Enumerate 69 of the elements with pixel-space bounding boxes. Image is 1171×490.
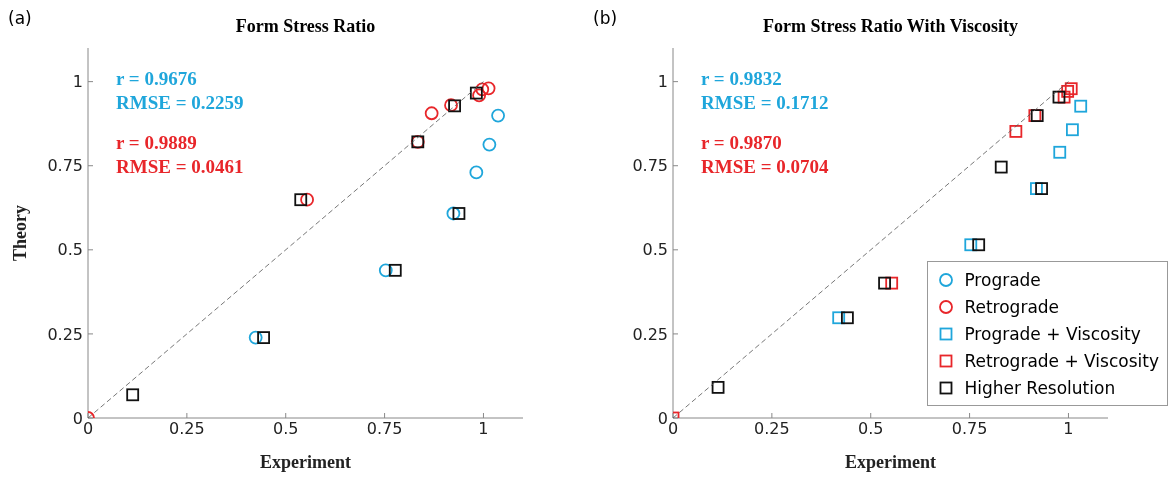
- point: [126, 388, 140, 402]
- point: [711, 380, 725, 394]
- chart-title: Form Stress Ratio With Viscosity: [762, 16, 1019, 37]
- point: [1052, 90, 1066, 104]
- x-tick-label: 1: [1063, 419, 1074, 439]
- point: [994, 160, 1008, 174]
- point: [491, 108, 505, 123]
- point: [378, 263, 393, 278]
- point: [964, 238, 978, 252]
- point: [475, 82, 490, 97]
- x-tick-label: 0.25: [169, 419, 205, 439]
- chart-title: Form Stress Ratio: [234, 16, 377, 37]
- point: [446, 206, 461, 221]
- annotation: RMSE = 0.1712: [701, 92, 829, 114]
- annotation: r = 0.9832: [701, 68, 782, 90]
- point: [294, 193, 308, 207]
- y-tick-label: 0.75: [47, 156, 83, 176]
- point: [300, 192, 314, 207]
- legend-label: Retrograde: [964, 296, 1060, 317]
- point: [1035, 182, 1048, 195]
- point: [472, 88, 487, 103]
- point: [878, 276, 891, 290]
- x-tick-label: 0.75: [366, 419, 403, 439]
- legend-label: Prograde + Viscosity: [964, 323, 1141, 344]
- point: [972, 238, 986, 252]
- text: (b): [593, 8, 618, 28]
- annotation: r = 0.9889: [116, 132, 197, 154]
- x-tick-label: 0.5: [273, 419, 299, 439]
- point: [248, 330, 263, 345]
- point: [482, 137, 497, 152]
- point: [1030, 182, 1043, 195]
- point: [1066, 123, 1079, 137]
- point: [1074, 99, 1088, 113]
- annotation: r = 0.9676: [116, 68, 197, 90]
- annotation: RMSE = 0.0704: [701, 156, 829, 178]
- annotation: r = 0.9870: [701, 132, 782, 154]
- annotation: RMSE = 0.2259: [116, 92, 244, 114]
- y-tick-label: 1: [72, 72, 83, 92]
- y-tick-label: 0.25: [632, 324, 668, 344]
- point: [469, 165, 484, 180]
- y-tick-label: 1: [657, 72, 668, 92]
- point: [448, 99, 461, 113]
- x-tick-label: 0.75: [951, 419, 988, 439]
- point: [1053, 145, 1067, 159]
- x-tick-label: 0.25: [754, 419, 790, 439]
- x-tick-label: 1: [478, 419, 489, 439]
- y-tick-label: 0.5: [57, 240, 83, 260]
- annotation: RMSE = 0.0461: [116, 156, 244, 178]
- point: [885, 276, 899, 290]
- x-axis-title: Experiment: [260, 452, 351, 472]
- point: [841, 311, 854, 325]
- point: [1009, 125, 1023, 138]
- point: [388, 263, 402, 277]
- point: [832, 311, 846, 325]
- legend-label: Retrograde + Viscosity: [964, 350, 1159, 371]
- point: [257, 331, 270, 345]
- y-tick-label: 0.75: [632, 156, 668, 176]
- y-axis-title: Theory: [10, 205, 31, 261]
- x-axis-title: Experiment: [845, 452, 936, 472]
- legend-label: Prograde: [964, 269, 1041, 290]
- y-tick-label: 0.25: [47, 324, 83, 344]
- text: (a): [8, 8, 32, 28]
- x-tick-label: 0.5: [858, 419, 884, 439]
- point: [481, 81, 496, 96]
- point: [452, 207, 466, 220]
- legend-label: Higher Resolution: [964, 377, 1116, 398]
- point: [444, 98, 458, 113]
- y-tick-label: 0.5: [642, 240, 668, 260]
- point: [424, 106, 439, 121]
